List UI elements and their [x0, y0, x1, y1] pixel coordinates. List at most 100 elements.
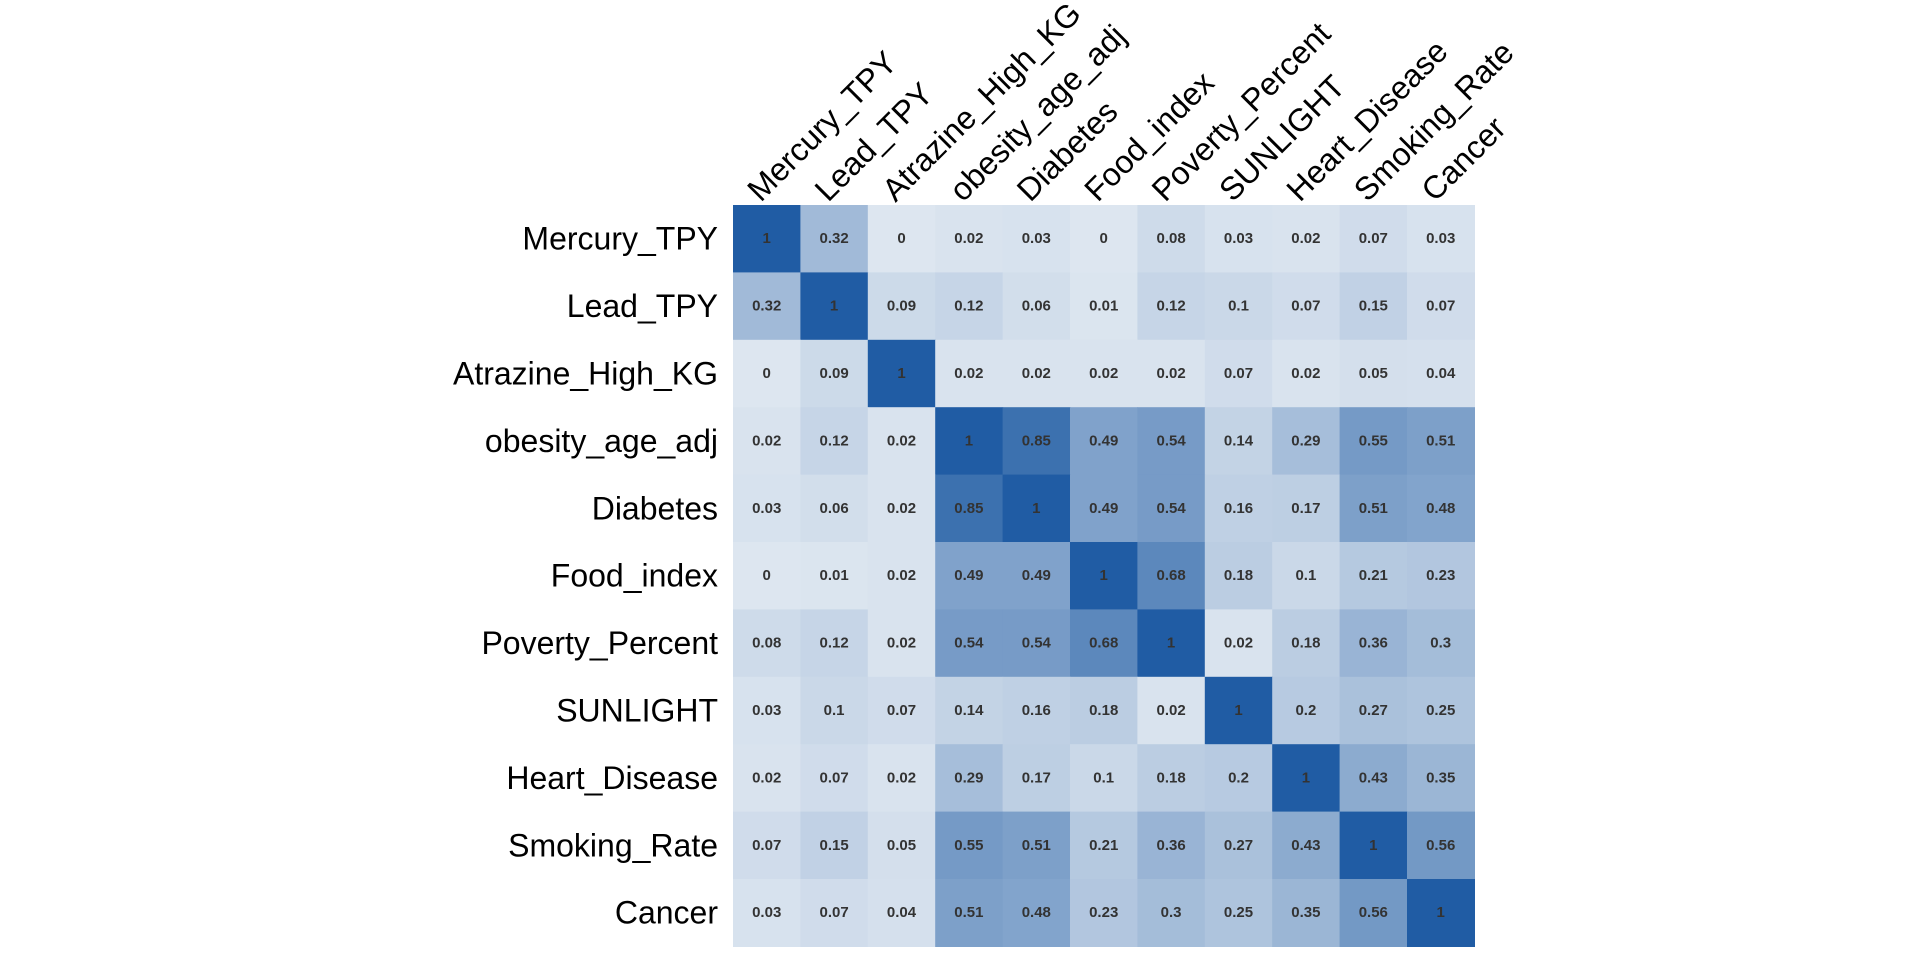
heatmap-cell-smoking-rate-obesity-age-adj: [935, 811, 1004, 880]
heatmap-cell-heart-disease-sunlight: [1204, 744, 1273, 813]
heatmap-cell-smoking-rate-cancer: [1407, 811, 1475, 880]
heatmap-cell-smoking-rate-atrazine-high-kg: [867, 811, 936, 880]
heatmap-cell-sunlight-poverty-percent: [1137, 676, 1206, 745]
cell-value-label: 1: [897, 365, 905, 382]
cell-value-label: 0.01: [819, 567, 848, 584]
heatmap-cell-mercury-tpy-smoking-rate: [1339, 205, 1408, 273]
cell-value-label: 0.35: [1291, 904, 1320, 921]
cell-value-label: 0.02: [887, 769, 916, 786]
heatmap-cell-atrazine-high-kg-heart-disease: [1272, 339, 1341, 408]
heatmap-cell-mercury-tpy-mercury-tpy: [733, 205, 801, 273]
heatmap-cell-cancer-cancer: [1407, 879, 1475, 947]
cell-value-label: 0.1: [1228, 298, 1249, 315]
heatmap-cell-lead-tpy-heart-disease: [1272, 272, 1341, 341]
cell-value-label: 0.05: [887, 837, 916, 854]
cell-value-label: 0.1: [824, 702, 845, 719]
cell-value-label: 0.29: [954, 769, 983, 786]
heatmap-cell-mercury-tpy-heart-disease: [1272, 205, 1341, 273]
heatmap-cell-food-index-obesity-age-adj: [935, 542, 1004, 610]
cell-value-label: 0.1: [1295, 567, 1316, 584]
cell-value-label: 0.43: [1359, 769, 1388, 786]
cell-value-label: 0.56: [1426, 837, 1455, 854]
cell-value-label: 0.02: [954, 365, 983, 382]
cell-value-label: 0.02: [1022, 365, 1051, 382]
heatmap-cell-obesity-age-adj-smoking-rate: [1339, 407, 1408, 476]
cell-value-label: 1: [1234, 702, 1242, 719]
heatmap-cell-food-index-smoking-rate: [1339, 542, 1408, 610]
cell-value-label: 0.43: [1291, 837, 1320, 854]
cell-value-label: 0: [763, 365, 771, 382]
heatmap-cell-smoking-rate-food-index: [1070, 811, 1138, 880]
heatmap-cell-diabetes-heart-disease: [1272, 474, 1341, 543]
heatmap-cell-obesity-age-adj-obesity-age-adj: [935, 407, 1004, 476]
cell-value-label: 0.18: [1224, 567, 1253, 584]
heatmap-cell-obesity-age-adj-atrazine-high-kg: [867, 407, 936, 476]
heatmap-cell-poverty-percent-atrazine-high-kg: [867, 609, 936, 678]
heatmap-cell-cancer-poverty-percent: [1137, 879, 1206, 947]
cell-value-label: 0.16: [1022, 702, 1051, 719]
heatmap-cell-cancer-mercury-tpy: [733, 879, 801, 947]
row-label-food-index: Food_index: [551, 558, 718, 594]
cell-value-label: 0.2: [1228, 769, 1249, 786]
cell-value-label: 0.06: [1022, 298, 1051, 315]
heatmap-cell-mercury-tpy-obesity-age-adj: [935, 205, 1004, 273]
heatmap-cell-sunlight-sunlight: [1204, 676, 1273, 745]
cell-value-label: 0.03: [752, 500, 781, 517]
heatmap-cell-heart-disease-lead-tpy: [800, 744, 869, 813]
heatmap-cell-poverty-percent-mercury-tpy: [733, 609, 801, 678]
heatmap-cell-cancer-lead-tpy: [800, 879, 869, 947]
cell-value-label: 0.27: [1224, 837, 1253, 854]
heatmap-cell-lead-tpy-smoking-rate: [1339, 272, 1408, 341]
heatmap-cell-food-index-cancer: [1407, 542, 1475, 610]
cell-value-label: 0.54: [954, 635, 984, 652]
heatmap-cell-heart-disease-cancer: [1407, 744, 1475, 813]
heatmap-cell-lead-tpy-lead-tpy: [800, 272, 869, 341]
heatmap-cell-atrazine-high-kg-food-index: [1070, 339, 1138, 408]
heatmap-cell-heart-disease-heart-disease: [1272, 744, 1341, 813]
cell-value-label: 0.03: [1224, 230, 1253, 247]
heatmap-cell-food-index-atrazine-high-kg: [867, 542, 936, 610]
heatmap-cell-cancer-food-index: [1070, 879, 1138, 947]
cell-value-label: 1: [1302, 769, 1310, 786]
cell-value-label: 0.36: [1156, 837, 1185, 854]
cell-value-label: 0.23: [1426, 567, 1455, 584]
heatmap-cell-cancer-smoking-rate: [1339, 879, 1408, 947]
cell-value-label: 1: [1437, 904, 1445, 921]
cell-value-label: 0.15: [1359, 298, 1388, 315]
cell-value-label: 0.27: [1359, 702, 1388, 719]
heatmap-cell-diabetes-diabetes: [1002, 474, 1071, 543]
heatmap-cell-diabetes-poverty-percent: [1137, 474, 1206, 543]
cell-value-label: 0.07: [1224, 365, 1253, 382]
heatmap-cell-poverty-percent-diabetes: [1002, 609, 1071, 678]
cell-value-label: 0: [897, 230, 905, 247]
heatmap-cells: [733, 205, 1475, 947]
cell-value-label: 0.04: [887, 904, 917, 921]
cell-value-label: 0.68: [1089, 635, 1118, 652]
heatmap-cell-cancer-diabetes: [1002, 879, 1071, 947]
row-label-sunlight: SUNLIGHT: [556, 693, 718, 729]
heatmap-cell-food-index-diabetes: [1002, 542, 1071, 610]
cell-value-label: 0.07: [1426, 298, 1455, 315]
cell-value-label: 0.02: [887, 567, 916, 584]
heatmap-cell-cancer-sunlight: [1204, 879, 1273, 947]
cell-value-label: 1: [965, 432, 973, 449]
cell-value-label: 0.02: [887, 635, 916, 652]
cell-value-label: 1: [1369, 837, 1377, 854]
heatmap-cell-smoking-rate-smoking-rate: [1339, 811, 1408, 880]
heatmap-cell-lead-tpy-diabetes: [1002, 272, 1071, 341]
heatmap-cell-obesity-age-adj-heart-disease: [1272, 407, 1341, 476]
cell-value-label: 1: [1167, 635, 1175, 652]
cell-value-label: 0.85: [1022, 432, 1051, 449]
heatmap-cell-lead-tpy-obesity-age-adj: [935, 272, 1004, 341]
cell-value-label: 0.03: [1022, 230, 1051, 247]
heatmap-cell-mercury-tpy-food-index: [1070, 205, 1138, 273]
heatmap-cell-poverty-percent-lead-tpy: [800, 609, 869, 678]
cell-value-label: 0.51: [954, 904, 983, 921]
row-label-poverty-percent: Poverty_Percent: [481, 625, 718, 661]
heatmap-cell-diabetes-cancer: [1407, 474, 1475, 543]
heatmap-cell-smoking-rate-sunlight: [1204, 811, 1273, 880]
heatmap-cell-diabetes-lead-tpy: [800, 474, 869, 543]
heatmap-cell-atrazine-high-kg-mercury-tpy: [733, 339, 801, 408]
heatmap-cell-diabetes-sunlight: [1204, 474, 1273, 543]
cell-value-label: 0.3: [1161, 904, 1182, 921]
